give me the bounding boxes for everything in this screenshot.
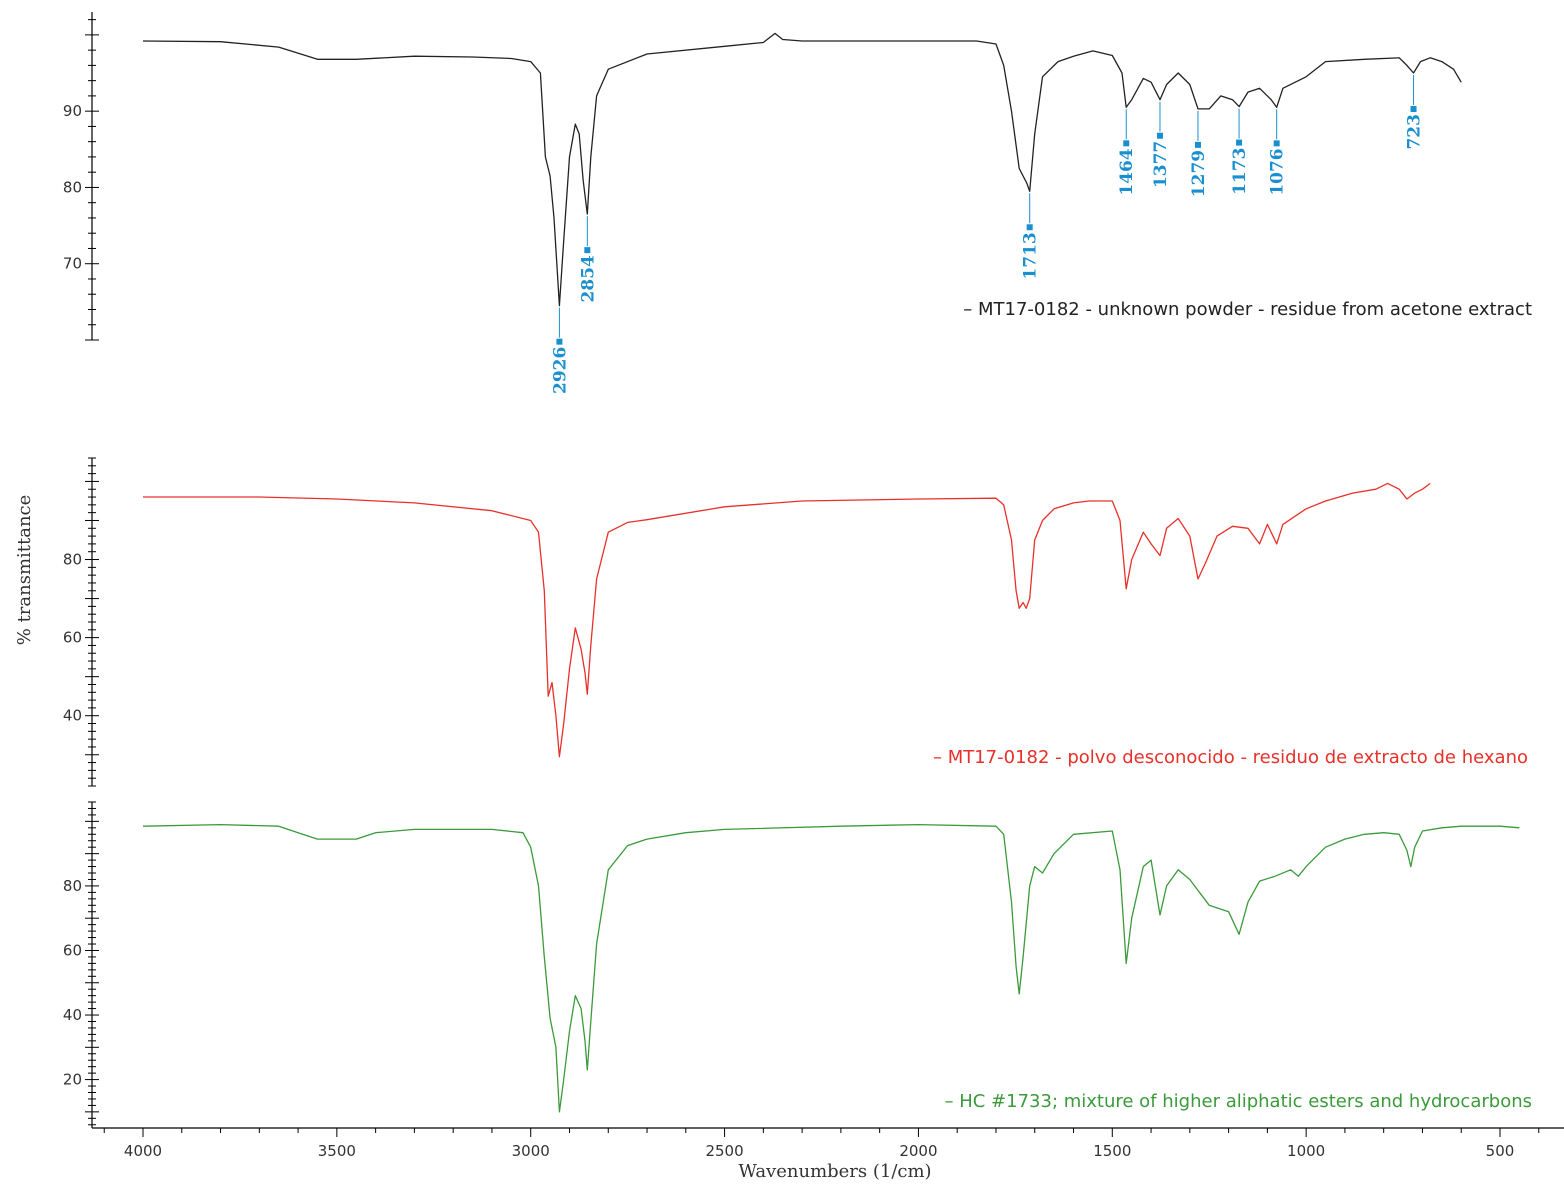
x-tick-label: 500: [1486, 1142, 1515, 1160]
x-tick-label: 3000: [512, 1142, 550, 1160]
spectrum-line-middle: [143, 482, 1431, 758]
y-axis-title: % transmittance: [14, 495, 35, 646]
axes-layer: 70 80 90 40 60 80 20 40 60 80 4000 3500 3000 2500 2000…: [63, 12, 1564, 1160]
peak-marker-1713: [1026, 224, 1033, 231]
peak-marker-2854: [584, 247, 591, 254]
peak-marker-1173: [1236, 139, 1243, 146]
y-tick-label-middle: 80: [63, 551, 82, 569]
series-label-bottom: – HC #1733; mixture of higher aliphatic …: [945, 1091, 1533, 1112]
peak-marker-1377: [1156, 132, 1163, 139]
x-tick-label: 3500: [318, 1142, 356, 1160]
peak-label-1464: 1464: [1117, 148, 1137, 195]
peak-marker-2926: [556, 338, 563, 345]
peak-label-723: 723: [1405, 114, 1425, 150]
peak-label-2926: 2926: [550, 347, 570, 394]
peak-label-1076: 1076: [1268, 148, 1288, 195]
peak-labels-layer: 2926 2854 1713 1464 1377 1279 1173 1076 723: [550, 75, 1425, 394]
y-tick-label-top: 70: [63, 255, 82, 273]
y-tick-label-bottom: 40: [63, 1006, 82, 1024]
peak-label-1173: 1173: [1230, 148, 1250, 195]
series-label-top: – MT17-0182 - unknown powder - residue f…: [963, 299, 1532, 320]
series-layer: – MT17-0182 - unknown powder - residue f…: [142, 32, 1533, 1113]
x-axis-title: Wavenumbers (1/cm): [738, 1161, 931, 1182]
y-tick-label-top: 90: [63, 102, 82, 120]
peak-marker-723: [1410, 106, 1417, 113]
peak-label-1279: 1279: [1189, 150, 1209, 197]
x-tick-label: 1000: [1287, 1142, 1325, 1160]
y-tick-label-bottom: 80: [63, 877, 82, 895]
spectrum-line-top: [142, 32, 1462, 307]
x-tick-label: 4000: [124, 1142, 162, 1160]
peak-marker-1464: [1123, 140, 1130, 147]
y-tick-label-top: 80: [63, 178, 82, 196]
x-tick-label: 2500: [705, 1142, 743, 1160]
peak-marker-1076: [1273, 140, 1280, 147]
x-tick-label: 1500: [1093, 1142, 1131, 1160]
y-tick-label-middle: 60: [63, 629, 82, 647]
y-tick-label-middle: 40: [63, 707, 82, 725]
peak-marker-1279: [1194, 141, 1201, 148]
peak-label-1713: 1713: [1021, 232, 1041, 279]
y-tick-label-bottom: 20: [63, 1071, 82, 1089]
series-label-middle: – MT17-0182 - polvo desconocido - residu…: [933, 747, 1528, 768]
peak-label-2854: 2854: [578, 255, 598, 302]
x-tick-label: 2000: [899, 1142, 937, 1160]
y-tick-label-bottom: 60: [63, 941, 82, 959]
spectrum-line-bottom: [142, 823, 1520, 1113]
peak-label-1377: 1377: [1151, 141, 1171, 188]
